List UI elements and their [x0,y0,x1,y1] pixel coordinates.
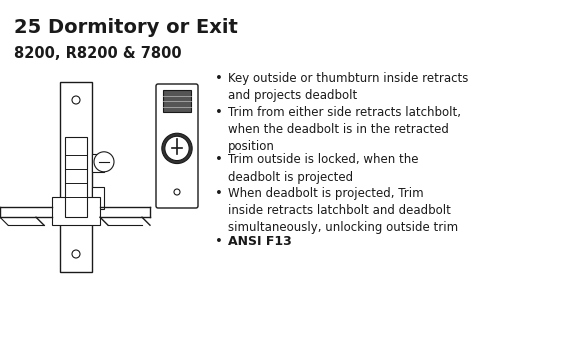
FancyBboxPatch shape [52,197,100,225]
Text: Trim outside is locked, when the
deadbolt is projected: Trim outside is locked, when the deadbol… [228,153,419,183]
FancyBboxPatch shape [65,137,87,217]
FancyBboxPatch shape [92,154,104,172]
FancyBboxPatch shape [156,84,198,208]
Circle shape [72,250,80,258]
Text: •: • [215,106,223,119]
FancyBboxPatch shape [92,187,104,209]
Text: Trim from either side retracts latchbolt,
when the deadbolt is in the retracted
: Trim from either side retracts latchbolt… [228,106,461,153]
Circle shape [94,152,114,172]
Text: •: • [215,187,223,200]
Circle shape [165,136,189,161]
FancyBboxPatch shape [163,90,191,112]
Circle shape [174,189,180,195]
Text: Key outside or thumbturn inside retracts
and projects deadbolt: Key outside or thumbturn inside retracts… [228,72,468,102]
Text: •: • [215,72,223,85]
Text: ANSI F13: ANSI F13 [228,235,292,248]
FancyBboxPatch shape [60,82,92,272]
Text: 8200, R8200 & 7800: 8200, R8200 & 7800 [14,46,182,61]
Text: •: • [215,235,223,248]
Text: 25 Dormitory or Exit: 25 Dormitory or Exit [14,18,238,37]
Text: When deadbolt is projected, Trim
inside retracts latchbolt and deadbolt
simultan: When deadbolt is projected, Trim inside … [228,187,458,235]
Text: •: • [215,153,223,166]
Circle shape [162,133,192,164]
Circle shape [72,96,80,104]
